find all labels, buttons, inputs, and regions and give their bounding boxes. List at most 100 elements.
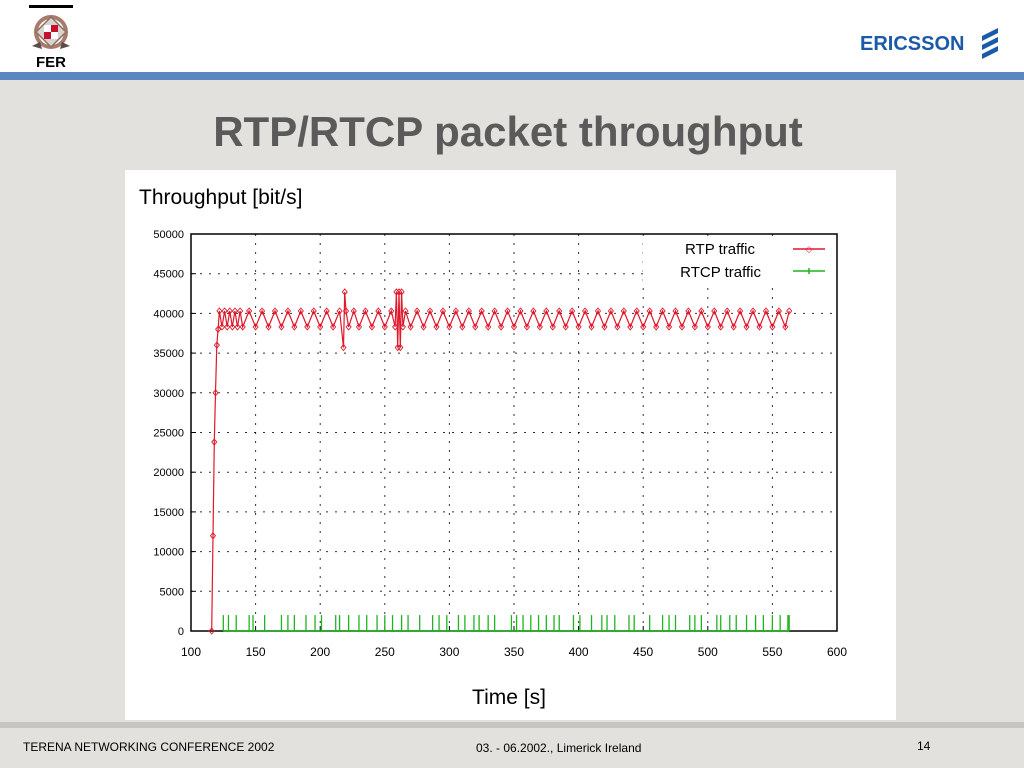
rtp-point: [782, 323, 789, 331]
x-axis-label: Time [s]: [472, 686, 546, 709]
rtp-point: [381, 323, 388, 331]
rtp-point: [575, 323, 582, 331]
ericsson-stripes-icon: [982, 28, 998, 59]
rtp-point: [536, 323, 543, 331]
ericsson-logo: ERICSSON: [860, 28, 998, 59]
series-layer: [208, 288, 793, 635]
rtp-point: [737, 307, 744, 315]
y-tick-label: 5000: [160, 586, 184, 598]
x-tick-label: 250: [375, 645, 395, 659]
rtp-point: [271, 307, 279, 315]
x-tick-label: 100: [181, 645, 201, 659]
rtp-point: [398, 288, 405, 296]
rtp-point: [581, 307, 589, 315]
rtp-point: [336, 307, 343, 315]
rtp-point: [388, 307, 395, 315]
rtp-point: [368, 323, 375, 331]
chart-title: Throughput [bit/s]: [139, 186, 302, 209]
rtp-point: [399, 323, 406, 331]
y-tick-label: 0: [178, 626, 184, 638]
rtp-point: [465, 307, 472, 315]
rtp-point: [672, 307, 679, 315]
rtp-point: [291, 323, 298, 331]
x-tick-label: 150: [246, 645, 266, 659]
fer-logo-text: FER: [36, 54, 66, 70]
rtp-point: [342, 307, 350, 315]
rtp-point: [517, 307, 524, 315]
rtp-point: [530, 307, 537, 315]
rtp-point: [213, 341, 220, 349]
x-tick-label: 400: [569, 645, 589, 659]
rtp-point: [433, 323, 440, 331]
chart-panel: Throughput [bit/s] 100 150 200 250 300 350 400…: [125, 170, 896, 720]
rtp-point: [446, 323, 453, 331]
rtp-point: [323, 307, 330, 315]
rtp-point: [362, 307, 369, 315]
rtp-point: [209, 532, 217, 540]
tick-layer: 100 150 200 250 300 350 400 450 500 550 600 0 5000 10…: [153, 229, 847, 659]
x-tick-label: 350: [504, 645, 524, 659]
rtp-point: [762, 307, 770, 315]
rtp-point: [345, 323, 352, 331]
rtp-point: [402, 307, 409, 315]
rtp-point: [775, 307, 782, 315]
x-tick-label: 550: [762, 645, 782, 659]
y-tick-label: 50000: [153, 229, 184, 241]
legend-rtp-marker: ◇: [806, 244, 813, 254]
rtp-point: [485, 323, 492, 331]
rtp-point: [397, 343, 404, 352]
y-tick-label: 45000: [153, 269, 184, 281]
rtp-point: [395, 288, 403, 296]
rtp-point: [221, 307, 228, 315]
legend-rtcp-label: RTCP traffic: [680, 264, 761, 281]
rtp-point: [340, 343, 347, 352]
x-tick-label: 450: [633, 645, 653, 659]
rtp-point: [355, 323, 363, 331]
rtp-point: [310, 307, 317, 315]
rtp-point: [491, 307, 498, 315]
rtp-point: [724, 307, 731, 315]
y-tick-label: 10000: [153, 547, 184, 559]
rtp-point: [478, 307, 485, 315]
rtp-point: [743, 323, 750, 331]
rtp-point: [284, 307, 291, 315]
rtp-point: [330, 323, 337, 331]
rtp-point: [556, 307, 563, 315]
legend-background: [643, 236, 835, 286]
rtp-point: [393, 288, 400, 296]
rtp-point: [439, 307, 447, 315]
rtp-point: [258, 307, 266, 315]
rtp-point: [640, 323, 647, 331]
rtp-point: [317, 323, 324, 331]
rtp-point: [392, 323, 399, 331]
y-tick-label: 35000: [153, 348, 184, 360]
rtp-point: [218, 323, 226, 331]
rtp-point: [569, 307, 576, 315]
rtp-point: [239, 323, 246, 331]
x-tick-label: 600: [827, 645, 847, 659]
rtp-point: [614, 323, 621, 331]
rtp-point: [691, 323, 698, 331]
rtp-point: [620, 307, 627, 315]
rtp-point: [543, 307, 550, 315]
y-tick-label: 25000: [153, 428, 184, 440]
rtp-point: [711, 307, 718, 315]
rtp-point: [665, 323, 673, 331]
rtp-point: [646, 307, 653, 315]
rtp-point: [698, 307, 705, 315]
rtp-point: [216, 307, 223, 315]
rtp-point: [394, 343, 401, 352]
header-band: [0, 0, 1024, 72]
page-number: 14: [917, 739, 931, 753]
rtp-point: [452, 307, 459, 315]
rtp-point: [594, 307, 602, 315]
rtp-point: [224, 323, 231, 331]
rtp-point: [234, 323, 241, 331]
y-tick-label: 20000: [153, 467, 184, 479]
rtp-point: [265, 323, 272, 331]
legend-rtp-label: RTP traffic: [685, 241, 756, 258]
footer-conference: TERENA NETWORKING CONFERENCE 2002: [23, 740, 275, 754]
y-tick-label: 40000: [153, 308, 184, 320]
rtp-point: [375, 307, 382, 315]
rtp-point: [756, 323, 763, 331]
